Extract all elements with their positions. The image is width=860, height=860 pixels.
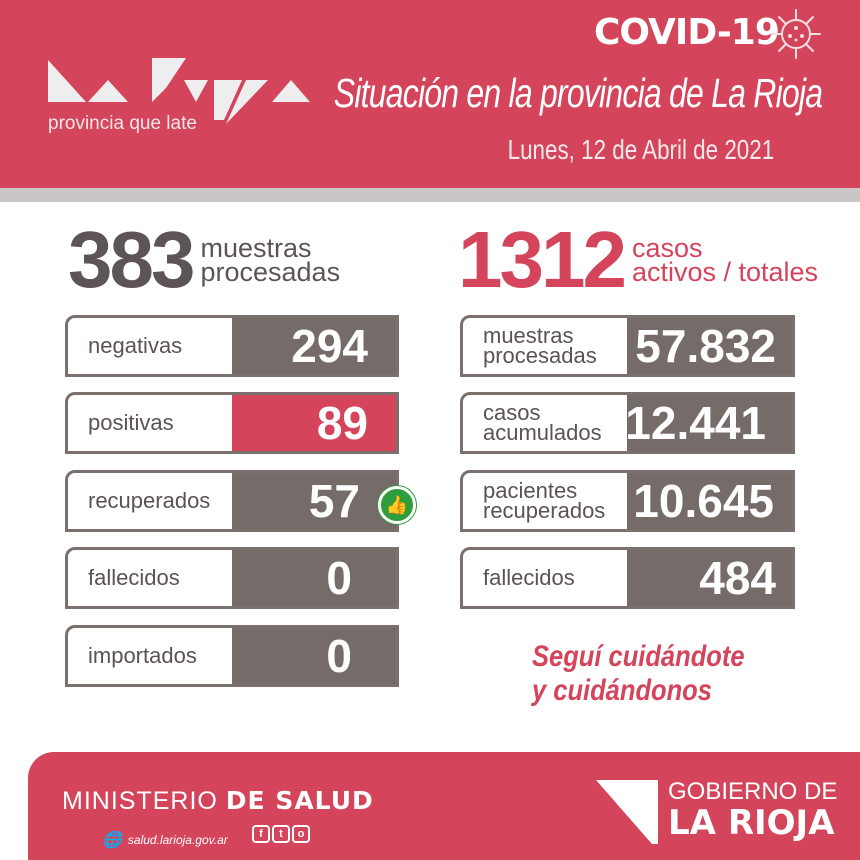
stat-value: 12.441: [627, 395, 792, 451]
footer: MINISTERIO DE SALUD 🌐 salud.larioja.gov.a…: [28, 752, 860, 860]
divider-band: [0, 188, 860, 202]
twitter-icon[interactable]: t: [272, 825, 290, 843]
label-line: recuperados: [483, 498, 606, 523]
website-link[interactable]: salud.larioja.gov.ar: [127, 833, 228, 847]
cumulative-total-row: 1312 casos activos / totales: [458, 220, 818, 300]
slogan-line: Seguí cuidándote: [532, 640, 745, 673]
slogan-line: y cuidándonos: [532, 674, 712, 707]
stat-label: muestras procesadas: [463, 318, 627, 374]
tagline: provincia que late: [48, 113, 197, 134]
thumbs-up-icon: 👍: [378, 486, 416, 524]
gob-line1: GOBIERNO DE: [668, 778, 838, 805]
stat-fallecidos: fallecidos 0: [65, 547, 399, 609]
stat-label: fallecidos: [88, 565, 180, 590]
gob-line2: LA RIOJA: [668, 803, 835, 843]
label-line: muestras: [200, 233, 312, 263]
label-line: pacientes: [483, 478, 578, 503]
stat-fallecidos-total: fallecidos 484: [460, 547, 795, 609]
cumulative-total-label: casos activos / totales: [631, 233, 819, 287]
social-links: f t o: [252, 825, 310, 843]
label-line: muestras: [483, 323, 574, 348]
label-line: activos / totales: [631, 257, 819, 287]
ministerio-de-salud: MINISTERIO DE SALUD: [62, 786, 374, 816]
stat-value: 0: [232, 628, 396, 684]
stat-label: pacientes recuperados: [463, 473, 627, 529]
stat-value: 294: [232, 318, 396, 374]
label-line: procesadas: [483, 343, 597, 368]
slogan: Seguí cuidándote y cuidándonos: [532, 640, 745, 708]
stat-recuperados: recuperados 57: [65, 470, 399, 532]
facebook-icon[interactable]: f: [252, 825, 270, 843]
label-line: procesadas: [200, 257, 341, 287]
page-title: Situación en la provincia de La Rioja: [333, 70, 823, 116]
stat-muestras-procesadas: muestras procesadas 57.832: [460, 315, 795, 377]
stat-label: recuperados: [88, 488, 211, 513]
stat-label: negativas: [88, 333, 183, 358]
label-line: acumulados: [483, 420, 602, 445]
stat-value: 57.832: [627, 318, 792, 374]
stat-label: positivas: [88, 410, 174, 435]
gobierno-logo-shape: [596, 780, 658, 844]
daily-total-row: 383 muestras procesadas: [68, 220, 340, 300]
stat-negativas: negativas 294: [65, 315, 399, 377]
label-line: casos: [483, 400, 541, 425]
stat-value: 89: [232, 395, 396, 451]
stat-value: 484: [627, 550, 792, 606]
stat-importados: importados 0: [65, 625, 399, 687]
stat-casos-acumulados: casos acumulados 12.441: [460, 392, 795, 454]
stat-label: fallecidos: [483, 565, 575, 590]
daily-total: 383: [68, 215, 195, 304]
stat-label: casos acumulados: [463, 395, 627, 451]
stat-value: 10.645: [627, 473, 792, 529]
label-line: casos: [631, 233, 703, 263]
covid-title: COVID-19: [594, 12, 780, 53]
stat-value: 0: [232, 550, 396, 606]
de-salud-text: DE SALUD: [225, 786, 374, 815]
gobierno-la-rioja: GOBIERNO DE LA RIOJA: [668, 778, 837, 840]
globe-icon: 🌐: [102, 832, 122, 849]
instagram-icon[interactable]: o: [292, 825, 310, 843]
stat-label: importados: [88, 643, 197, 668]
report-date: Lunes, 12 de Abril de 2021: [507, 134, 774, 165]
ministerio-text: MINISTERIO: [62, 787, 218, 815]
daily-total-label: muestras procesadas: [200, 233, 341, 287]
la-rioja-logo: [48, 58, 310, 124]
stat-value: 57: [232, 473, 396, 529]
virus-icon: [771, 9, 821, 59]
cumulative-total: 1312: [458, 215, 627, 304]
header: provincia que late COVID-19 Situación en…: [0, 0, 860, 188]
website[interactable]: 🌐 salud.larioja.gov.ar: [102, 830, 228, 850]
stat-positivas: positivas 89: [65, 392, 399, 454]
stat-pacientes-recuperados: pacientes recuperados 10.645: [460, 470, 795, 532]
